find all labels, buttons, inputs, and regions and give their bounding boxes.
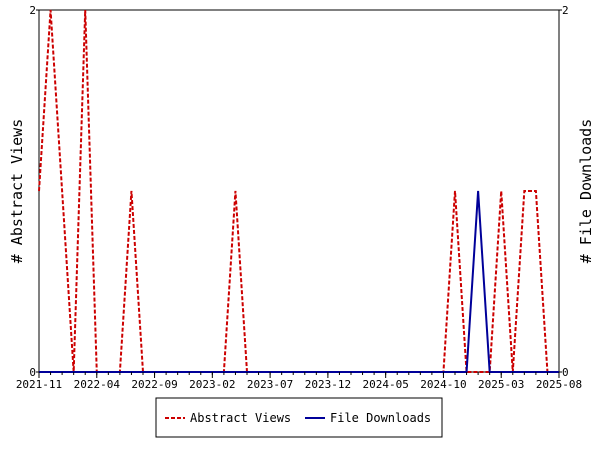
x-tick-label: 2021-11 [16, 378, 62, 391]
legend-label-file-downloads: File Downloads [330, 411, 431, 425]
y-axis-right: 02 [559, 4, 569, 379]
x-tick-label: 2025-03 [478, 378, 524, 391]
series-lines [38, 9, 559, 373]
x-tick-label: 2022-04 [74, 378, 121, 391]
series-line-file-downloads [39, 190, 559, 373]
legend: Abstract Views File Downloads [155, 397, 443, 438]
x-tick-label: 2022-09 [131, 378, 177, 391]
x-tick-label: 2023-02 [189, 378, 235, 391]
y-tick-label-left: 2 [29, 4, 36, 17]
plot-area [38, 9, 560, 373]
y-tick-label-left: 0 [29, 366, 36, 379]
x-tick-label: 2025-08 [536, 378, 582, 391]
x-tick-label: 2024-10 [420, 378, 466, 391]
y-axis-title-left: # Abstract Views [8, 119, 26, 264]
x-tick-label: 2024-05 [362, 378, 408, 391]
x-tick-label: 2023-07 [247, 378, 293, 391]
y-axis-left: 02 [29, 4, 39, 379]
x-axis: 2021-11 2022-04 2022-09 2023-02 2023-07 2023-… [16, 372, 582, 391]
y-tick-label-right: 2 [562, 4, 569, 17]
x-tick-label: 2023-12 [305, 378, 351, 391]
y-tick-label-right: 0 [562, 366, 569, 379]
legend-label-abstract-views: Abstract Views [190, 411, 291, 425]
y-axis-title-right: # File Downloads [577, 119, 595, 264]
legend-box [155, 397, 443, 438]
